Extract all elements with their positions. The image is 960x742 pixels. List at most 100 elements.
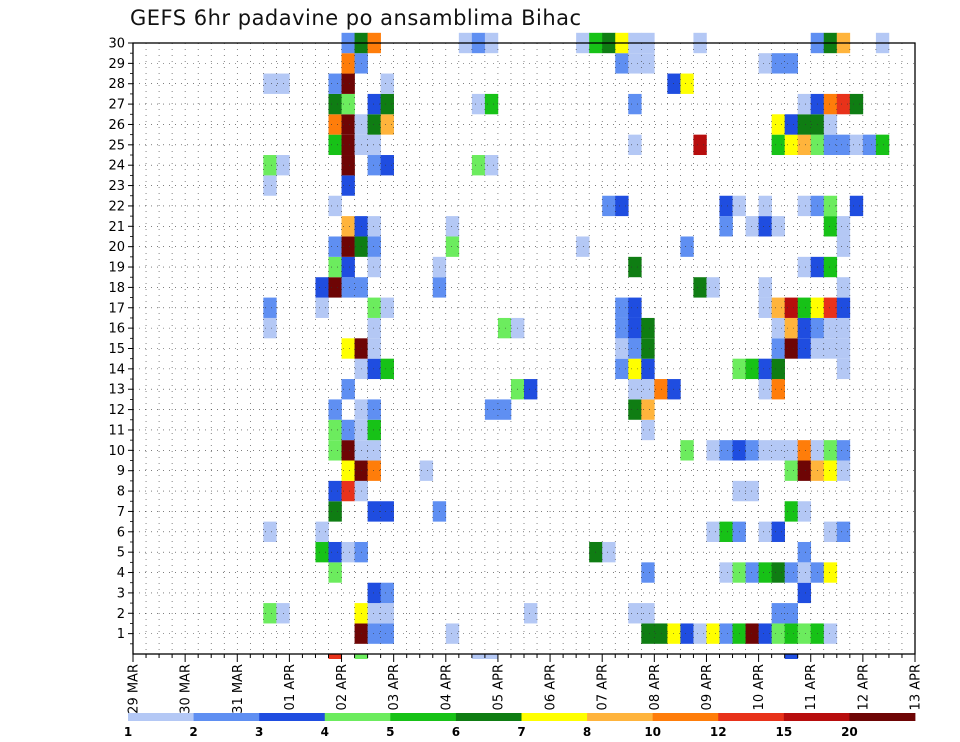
heatmap-cell <box>367 256 381 278</box>
heatmap-cell <box>315 277 329 298</box>
heatmap-cell <box>341 541 355 563</box>
heatmap-cell <box>680 623 694 644</box>
x-tick-label: 03 APR <box>387 664 402 710</box>
x-tick-label: 12 APR <box>856 664 871 710</box>
heatmap-cell <box>719 623 733 644</box>
heatmap-cell <box>823 195 838 217</box>
heatmap-cell <box>628 93 642 115</box>
heatmap-cell <box>758 277 772 298</box>
x-tick-label: 10 APR <box>752 664 767 710</box>
colorbar-label: 2 <box>189 725 197 739</box>
heatmap-cell <box>380 358 394 380</box>
heatmap-cell <box>836 460 851 481</box>
colorbar-label: 3 <box>255 725 263 739</box>
y-tick-label: 20 <box>108 240 125 255</box>
heatmap-cell <box>797 582 812 604</box>
heatmap-cell <box>367 134 381 156</box>
y-tick-label: 3 <box>117 586 125 601</box>
heatmap-cell <box>367 216 381 237</box>
heatmap-cell <box>745 440 759 461</box>
heatmap-cell <box>823 93 838 115</box>
heatmap-cell <box>836 93 851 115</box>
heatmap-cell <box>367 623 381 644</box>
heatmap-cell <box>836 358 851 380</box>
heatmap-cell <box>315 541 329 563</box>
x-tick-label: 09 APR <box>700 664 715 710</box>
heatmap-cell <box>771 216 785 237</box>
y-tick-label: 21 <box>108 220 125 235</box>
heatmap-cell <box>380 114 394 135</box>
y-tick-label: 5 <box>117 546 125 561</box>
heatmap-cell <box>484 399 499 420</box>
colorbar-swatch <box>193 713 260 721</box>
heatmap-cell <box>328 541 342 563</box>
heatmap-cell <box>745 216 759 237</box>
heatmap-cell <box>602 541 616 563</box>
heatmap-cell <box>328 93 342 115</box>
colorbar-label: 20 <box>841 725 858 739</box>
heatmap-cell <box>367 419 381 441</box>
colorbar-label: 10 <box>644 725 661 739</box>
colorbar-label: 12 <box>710 725 727 739</box>
heatmap-cell <box>341 114 355 135</box>
heatmap-cell <box>641 562 655 583</box>
heatmap-cell <box>745 358 759 380</box>
heatmap-cell <box>797 338 812 359</box>
heatmap-cell <box>771 562 785 583</box>
heatmap-cell <box>615 338 629 359</box>
heatmap-cell <box>628 297 642 318</box>
heatmap-cell <box>341 440 355 461</box>
heatmap-cell <box>380 582 394 604</box>
heatmap-cell <box>328 562 342 583</box>
heatmap-cell <box>263 155 277 176</box>
heatmap-cell <box>758 53 772 74</box>
heatmap-cell <box>797 562 812 583</box>
heatmap-cell <box>628 338 642 359</box>
heatmap-cell <box>823 134 838 156</box>
heatmap-cell <box>680 440 694 461</box>
y-tick-label: 4 <box>117 566 125 581</box>
heatmap-cell <box>719 440 733 461</box>
heatmap-cell <box>719 521 733 542</box>
heatmap-cell <box>875 134 890 156</box>
heatmap-cell <box>367 155 381 176</box>
heatmap-cell <box>328 480 342 502</box>
chart-title: GEFS 6hr padavine po ansamblima Bihac <box>130 6 582 30</box>
heatmap-cell <box>576 236 590 257</box>
heatmap-cell <box>797 440 812 461</box>
heatmap-cell <box>497 317 512 339</box>
heatmap-cell <box>693 277 707 298</box>
heatmap-cell <box>771 623 785 644</box>
colorbar-label: 4 <box>321 725 329 739</box>
y-tick-label: 15 <box>108 342 125 357</box>
heatmap-cell <box>263 175 277 196</box>
heatmap-cell <box>367 582 381 604</box>
heatmap-cell <box>380 93 394 115</box>
heatmap-cell <box>836 338 851 359</box>
colorbar-swatch <box>455 713 522 721</box>
heatmap-cell <box>719 216 733 237</box>
y-tick-label: 2 <box>117 607 125 622</box>
heatmap-cell <box>328 501 342 522</box>
heatmap-cell <box>615 317 629 339</box>
heatmap-cell <box>341 236 355 257</box>
x-tick-label: 05 APR <box>491 664 506 710</box>
heatmap-cell <box>836 277 851 298</box>
heatmap-cell <box>367 603 381 624</box>
heatmap-cell <box>524 603 538 624</box>
heatmap-cell <box>341 338 355 359</box>
heatmap-cell <box>797 93 812 115</box>
x-axis: 29 MAR 30 MAR 31 MAR 01 APR 02 APR 03 APR 04 A… <box>127 654 924 714</box>
heatmap-cell <box>328 277 342 298</box>
heatmap-cell <box>836 297 851 318</box>
heatmap-cell <box>758 379 772 400</box>
colorbar-label: 1 <box>124 725 132 739</box>
x-tick-label: 13 APR <box>909 664 924 710</box>
x-tick-label: 30 MAR <box>179 664 194 714</box>
heatmap-cell <box>341 277 355 298</box>
colorbar-swatch <box>587 713 654 721</box>
heatmap-cell <box>771 379 785 400</box>
heatmap-cell <box>706 440 720 461</box>
heatmap-cell <box>641 379 655 400</box>
heatmap-cell <box>771 317 785 339</box>
